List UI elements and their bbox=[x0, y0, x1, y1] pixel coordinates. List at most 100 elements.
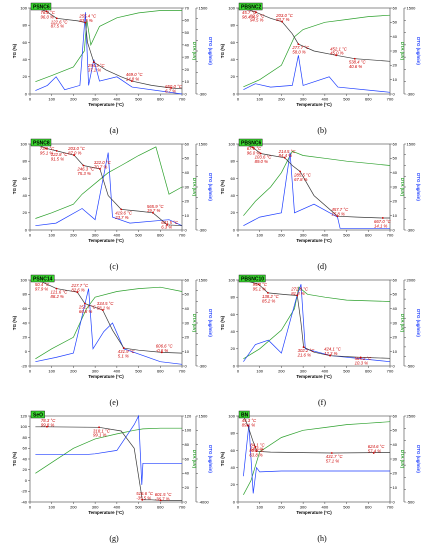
dta-series-line bbox=[35, 427, 182, 474]
tg-tick-label: 80 bbox=[231, 23, 236, 28]
x-axis-label: Temperature (°C) bbox=[88, 374, 124, 379]
dta-tick-label: 70 bbox=[185, 5, 190, 10]
dta-series-line bbox=[35, 10, 182, 83]
annotation-mass: 15.8 % bbox=[331, 212, 345, 217]
annotation-temperature: 214.5 °C bbox=[278, 149, 297, 154]
annotation-marker bbox=[302, 346, 305, 348]
annotation-mass: 96.0 % bbox=[247, 150, 261, 155]
dta-tick-label: 50 bbox=[185, 156, 190, 161]
dta-axis-label: DTA (uV) bbox=[192, 42, 197, 61]
dta-tick-label: 40 bbox=[393, 170, 398, 175]
annotation-mass: 99.8 % bbox=[41, 422, 55, 427]
tg-tick-label: 0 bbox=[25, 91, 28, 96]
annotation-mass: 89.1 % bbox=[242, 422, 256, 427]
annotation-temperature: 667.0 °C bbox=[374, 219, 392, 224]
annotation-temperature: 95.0 °C bbox=[253, 282, 268, 287]
annotation-marker bbox=[255, 11, 257, 14]
dta-series-line bbox=[35, 146, 183, 219]
x-tick-label: 200 bbox=[278, 233, 285, 238]
dtg-tick-label: -300 bbox=[407, 227, 416, 232]
annotation-marker bbox=[130, 80, 133, 82]
sample-badge-label: PBSNC2 bbox=[241, 5, 262, 11]
x-tick-label: 200 bbox=[70, 233, 77, 238]
annotation-marker bbox=[335, 54, 338, 57]
annotation-mass: 89.0 % bbox=[255, 159, 269, 164]
annotation-marker bbox=[55, 287, 58, 290]
annotation-temperature: 203.0 °C bbox=[275, 13, 294, 18]
sample-badge bbox=[30, 138, 52, 147]
tg-tick-label: 60 bbox=[231, 40, 236, 45]
tg-tick-label: 40 bbox=[231, 193, 236, 198]
dtg-axis-label: DTG (ug/min) bbox=[416, 445, 421, 473]
annotation-temperature: 452.1 °C bbox=[330, 46, 348, 51]
x-axis-label: Temperature (°C) bbox=[296, 238, 332, 243]
dta-tick-label: 40 bbox=[185, 306, 190, 311]
x-tick-label: 300 bbox=[300, 505, 307, 510]
x-tick-label: 500 bbox=[343, 369, 350, 374]
x-tick-label: 500 bbox=[135, 97, 142, 102]
tg-series-line bbox=[243, 279, 391, 359]
panel-label: (d) bbox=[317, 262, 327, 271]
tg-tick-label: 40 bbox=[23, 320, 28, 325]
x-tick-label: 100 bbox=[256, 369, 263, 374]
dtg-tick-label: 1500 bbox=[199, 413, 209, 418]
dtg-tick-label: -4000 bbox=[199, 499, 210, 504]
chart-panel: 0 100 200 300 400 500 600 700-20020406080100010… bbox=[12, 274, 213, 407]
tg-axis-label: TG (%) bbox=[12, 43, 17, 58]
tg-tick-label: 20 bbox=[23, 74, 28, 79]
tg-tick-label: 100 bbox=[228, 141, 235, 146]
dta-series-line bbox=[243, 286, 391, 360]
dta-tick-label: 30 bbox=[185, 184, 190, 189]
tg-tick-label: 100 bbox=[20, 277, 27, 282]
tg-axis-label: TG (%) bbox=[220, 179, 225, 194]
annotation-mass: 21.6 % bbox=[297, 352, 312, 357]
tg-tick-label: 40 bbox=[231, 329, 236, 334]
x-tick-label: 500 bbox=[135, 233, 142, 238]
x-tick-label: 0 bbox=[29, 233, 32, 238]
annotation-temperature: 78.3 °C bbox=[41, 418, 56, 423]
panel-label: (e) bbox=[110, 398, 119, 407]
annotation-temperature: 122.8 °C bbox=[51, 152, 69, 157]
dta-tick-label: 50 bbox=[393, 428, 398, 433]
annotation-mass: 12.3 % bbox=[324, 351, 338, 356]
x-tick-label: 100 bbox=[48, 233, 55, 238]
annotation-marker bbox=[120, 208, 123, 211]
x-tick-label: 400 bbox=[322, 505, 329, 510]
tg-axis-label: TG (%) bbox=[12, 451, 17, 466]
tg-tick-label: 60 bbox=[23, 40, 28, 45]
dta-series-line bbox=[243, 421, 391, 495]
dta-tick-label: 10 bbox=[185, 213, 190, 218]
tg-tick-label: -20 bbox=[21, 363, 28, 368]
sample-badge-label: PSNC6 bbox=[33, 5, 50, 11]
tg-tick-label: 20 bbox=[23, 467, 28, 472]
tg-tick-label: 120 bbox=[20, 413, 27, 418]
x-tick-label: 600 bbox=[365, 97, 372, 102]
annotation-mass: 66.8 % bbox=[79, 309, 93, 314]
tg-series-line bbox=[35, 426, 182, 501]
dta-tick-label: 20 bbox=[393, 471, 398, 476]
annotation-temperature: 469.0 °C bbox=[126, 72, 144, 77]
annotation-marker bbox=[296, 294, 299, 297]
dtg-series-line bbox=[35, 12, 183, 95]
tg-tick-label: 0 bbox=[25, 478, 28, 483]
dta-tick-label: 20 bbox=[393, 335, 398, 340]
tg-tick-label: 80 bbox=[231, 295, 236, 300]
sample-badge-label: SeO bbox=[33, 413, 43, 419]
dta-axis-label: DTA (uV) bbox=[400, 42, 405, 61]
annotation-mass: 6.7 % bbox=[165, 88, 176, 93]
annotation-temperature: 650.0 °C bbox=[165, 84, 183, 89]
sample-badge bbox=[238, 2, 263, 11]
x-tick-label: 100 bbox=[48, 97, 55, 102]
x-axis-label: Temperature (°C) bbox=[88, 238, 124, 243]
tg-tick-label: 40 bbox=[23, 456, 28, 461]
annotation-mass: 70.7 % bbox=[94, 164, 108, 169]
annotation-mass: -36.7 % bbox=[155, 496, 170, 501]
tg-tick-label: 60 bbox=[23, 306, 28, 311]
annotation-temperature: 138.2 °C bbox=[262, 294, 280, 299]
tg-tick-label: 20 bbox=[23, 210, 28, 215]
annotation-mass: 10.3 % bbox=[355, 360, 369, 365]
annotation-temperature: 217.7 °C bbox=[70, 283, 89, 288]
dtg-axis-label: DTG (ug/min) bbox=[416, 173, 421, 201]
annotation-temperature: 457.7 °C bbox=[331, 207, 349, 212]
tg-tick-label: 0 bbox=[233, 227, 236, 232]
